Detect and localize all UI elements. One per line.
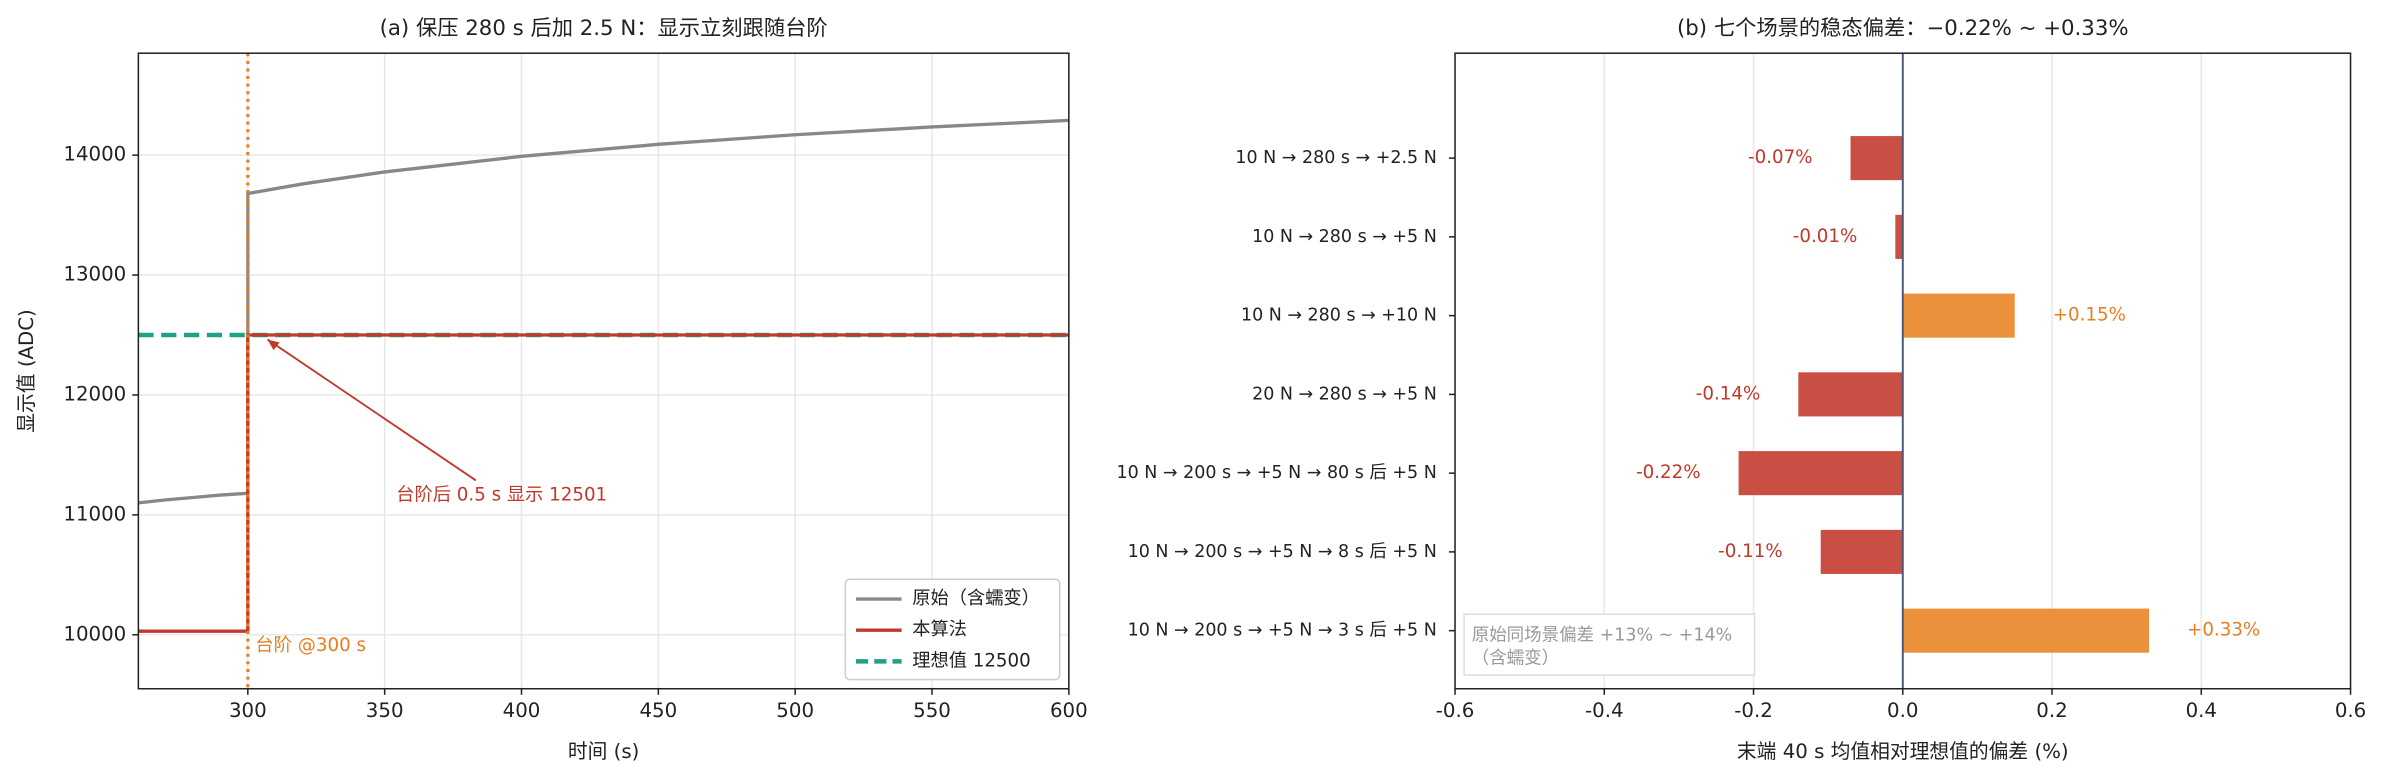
value-label: +0.15%: [2053, 305, 2126, 326]
bar: [1902, 608, 2150, 653]
legend-box: [844, 578, 1061, 681]
y-tick-label: 10 N → 280 s → +10 N: [1241, 306, 1437, 326]
x-tick-label: 400: [503, 699, 541, 722]
legend-label: 本算法: [912, 619, 967, 640]
y-tick-label: 13000: [63, 263, 126, 286]
note-box: [1463, 613, 1756, 676]
note-text: （含蠕变）: [1472, 648, 1559, 668]
x-tick-label: -0.2: [1734, 699, 1773, 722]
legend-label: 原始（含蠕变）: [912, 588, 1040, 609]
x-tick-label: 350: [366, 699, 404, 722]
value-label: -0.14%: [1696, 383, 1761, 404]
value-label: -0.07%: [1748, 147, 1813, 168]
arrow-head: [267, 339, 280, 351]
note-text: 原始同场景偏差 +13% ~ +14%: [1472, 626, 1733, 646]
y-tick-label: 10000: [63, 622, 126, 645]
x-tick-label: 0.4: [2186, 699, 2217, 722]
x-tick-label: 0.2: [2036, 699, 2067, 722]
x-tick-label: 500: [776, 699, 814, 722]
series-line: [138, 333, 1069, 633]
y-tick-label: 20 N → 280 s → +5 N: [1252, 384, 1437, 404]
annotation-text: 台阶后 0.5 s 显示 12501: [396, 485, 607, 506]
y-axis-label: 显示值 (ADC): [15, 309, 38, 432]
x-tick-label: 550: [913, 699, 951, 722]
series-line: [138, 118, 1069, 505]
x-tick-label: 0.0: [1887, 699, 1918, 722]
axes-frame: [137, 52, 1070, 690]
chart-title: (b) 七个场景的稳态偏差：−0.22% ~ +0.33%: [1677, 16, 2129, 41]
value-label: -0.11%: [1718, 541, 1783, 562]
annotation-arrow: [266, 338, 477, 482]
step-label: 台阶 @300 s: [255, 635, 366, 656]
y-tick-label: 11000: [63, 502, 126, 525]
x-tick-label: 450: [639, 699, 677, 722]
y-tick-label: 10 N → 200 s → +5 N → 80 s 后 +5 N: [1117, 463, 1437, 483]
value-label: -0.01%: [1793, 226, 1858, 247]
y-tick-label: 10 N → 280 s → +5 N: [1252, 227, 1437, 247]
y-tick-label: 10 N → 280 s → +2.5 N: [1235, 148, 1436, 168]
x-axis-label: 时间 (s): [568, 740, 639, 763]
y-tick-label: 12000: [63, 382, 126, 405]
x-tick-label: -0.6: [1436, 699, 1475, 722]
bar: [1820, 529, 1903, 574]
x-tick-label: 600: [1050, 699, 1088, 722]
bar: [1902, 293, 2015, 338]
x-tick-label: 300: [229, 699, 267, 722]
value-label: +0.33%: [2187, 620, 2260, 641]
bar: [1738, 451, 1903, 496]
legend-label: 理想值 12500: [912, 650, 1031, 671]
y-tick-label: 10 N → 200 s → +5 N → 3 s 后 +5 N: [1128, 621, 1437, 641]
x-axis-label: 末端 40 s 均值相对理想值的偏差 (%): [1737, 740, 2069, 763]
bar: [1850, 136, 1903, 181]
y-tick-label: 10 N → 200 s → +5 N → 8 s 后 +5 N: [1128, 542, 1437, 562]
y-tick-label: 14000: [63, 143, 126, 166]
x-tick-label: -0.4: [1585, 699, 1624, 722]
value-label: -0.22%: [1636, 462, 1701, 483]
bar: [1895, 214, 1903, 259]
chart-title: (a) 保压 280 s 后加 2.5 N：显示立刻跟随台阶: [380, 16, 828, 41]
x-tick-label: 0.6: [2335, 699, 2366, 722]
bar: [1798, 372, 1903, 417]
axes-frame: [1454, 52, 2352, 690]
